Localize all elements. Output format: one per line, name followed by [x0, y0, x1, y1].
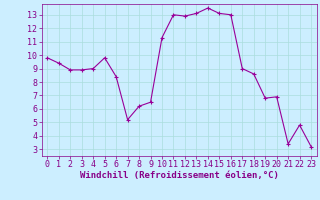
X-axis label: Windchill (Refroidissement éolien,°C): Windchill (Refroidissement éolien,°C) — [80, 171, 279, 180]
